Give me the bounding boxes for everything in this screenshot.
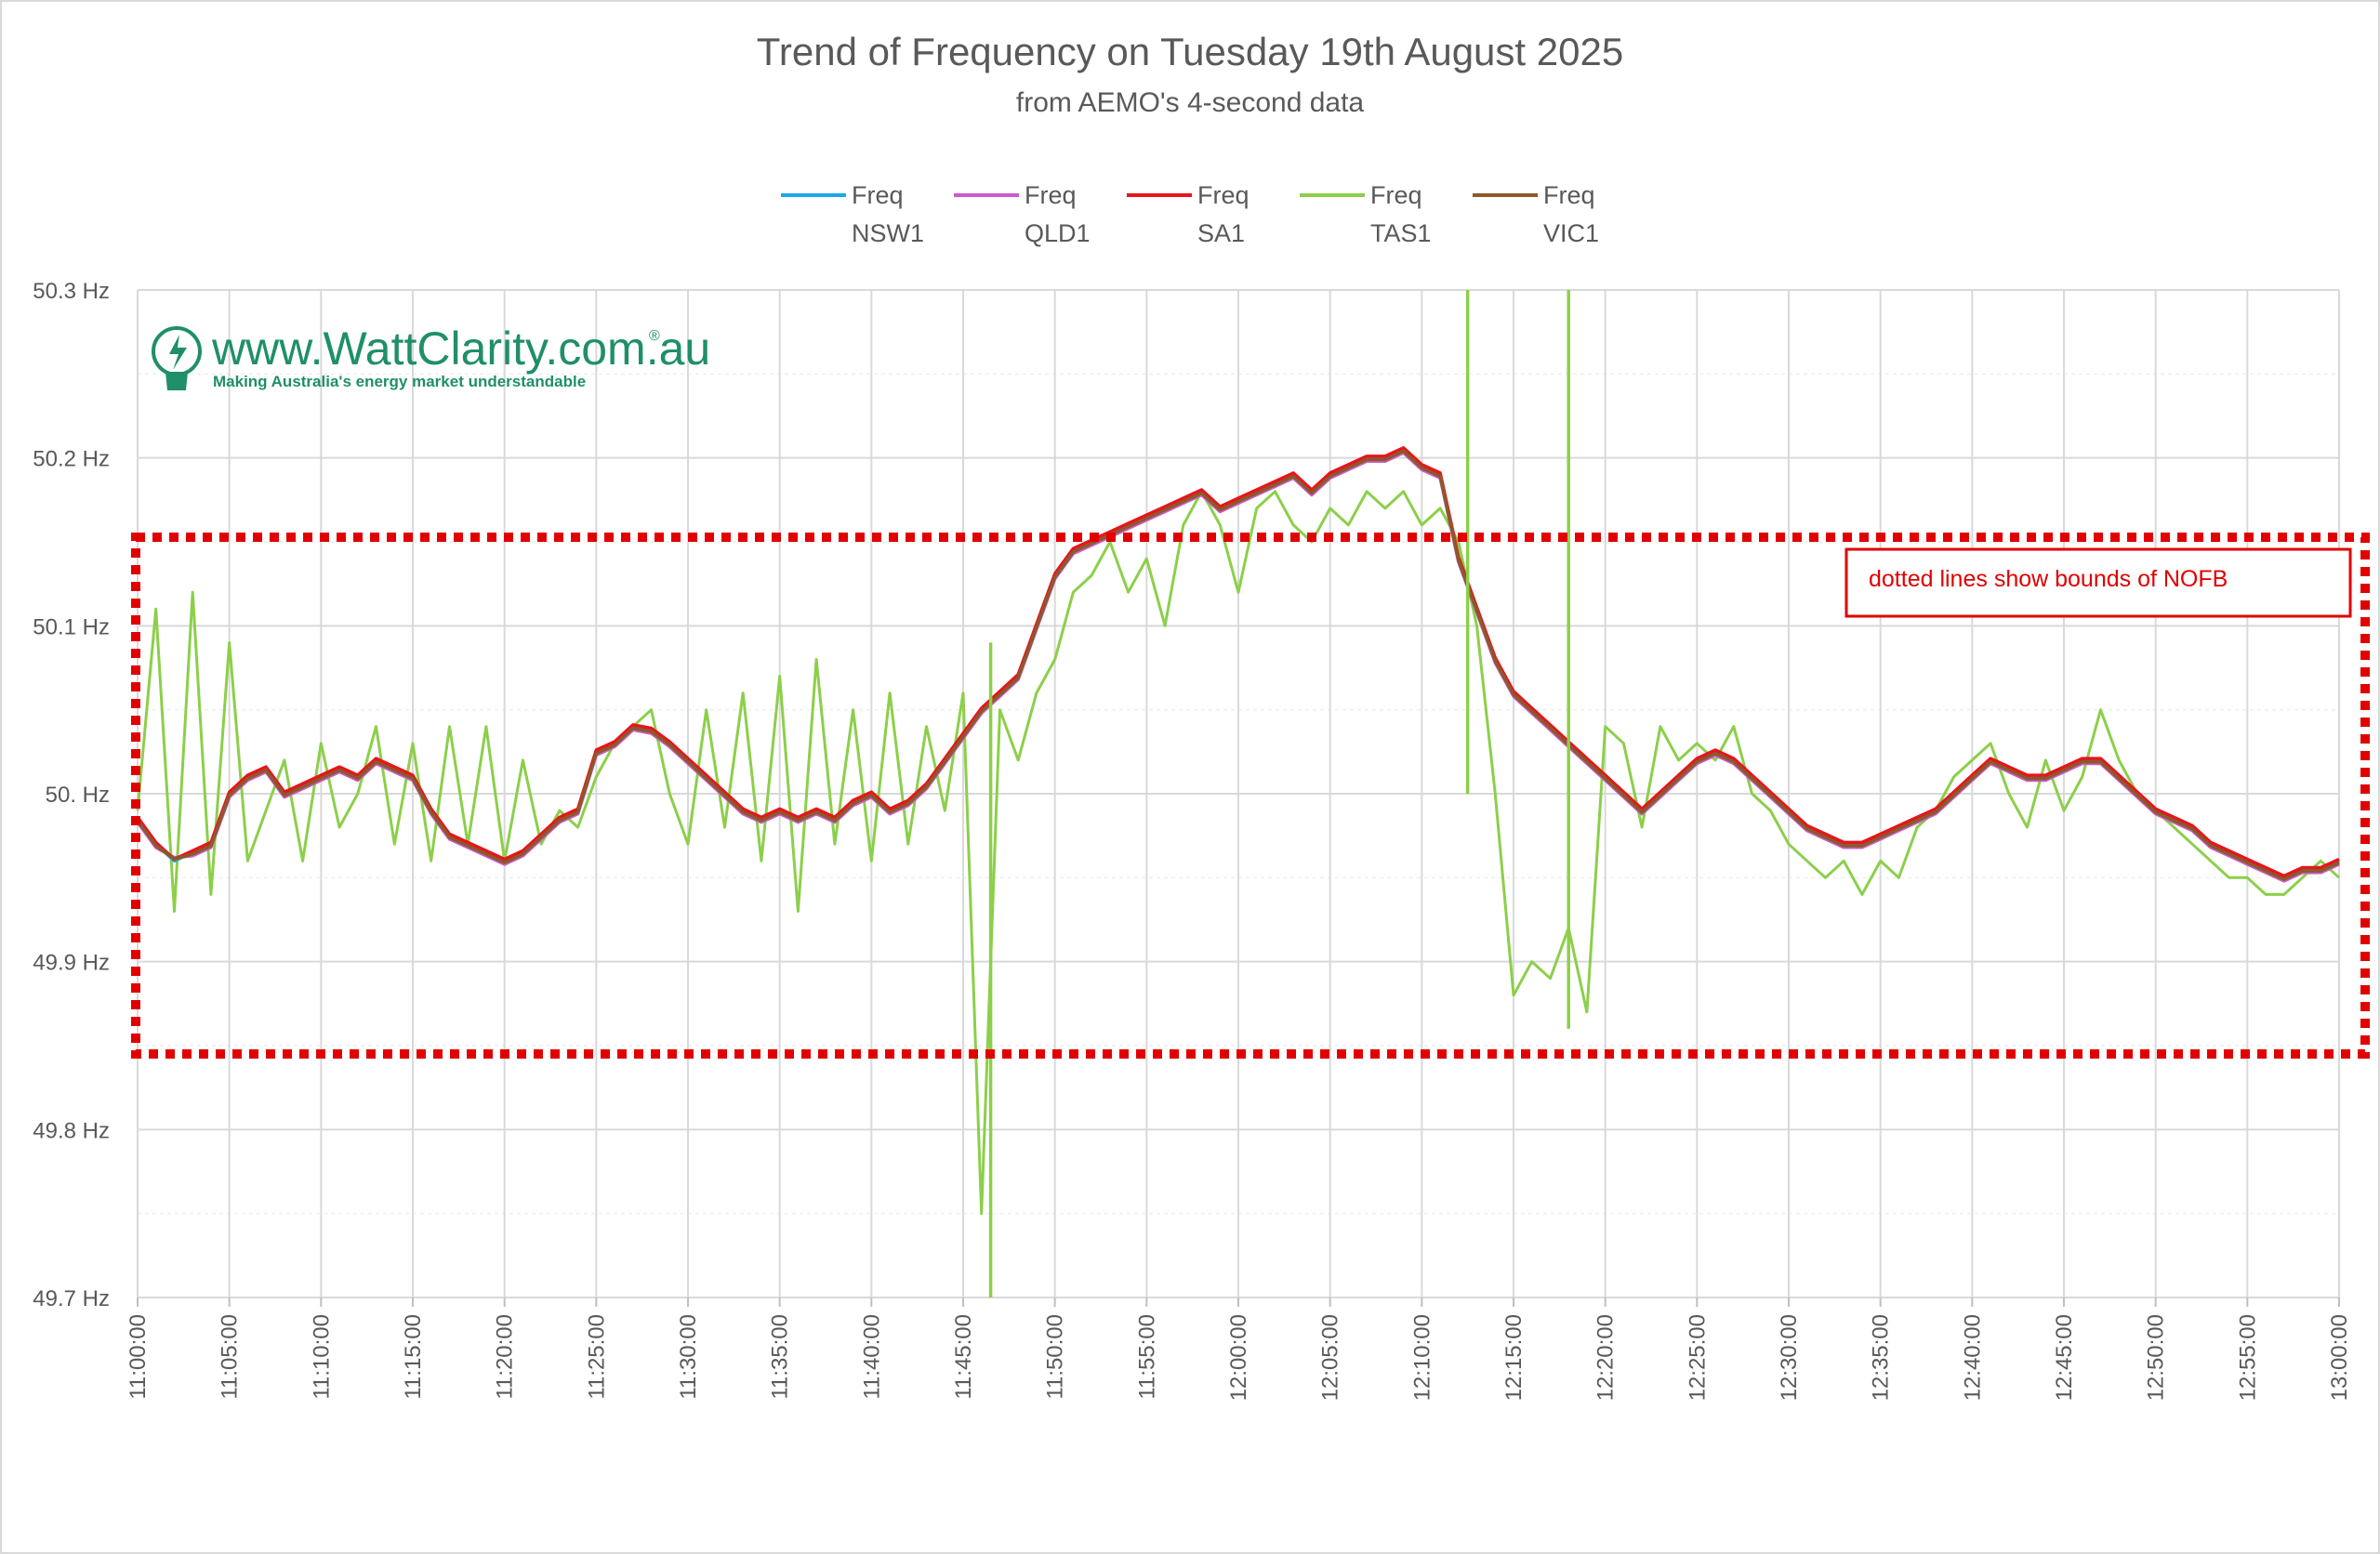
x-tick-label: 12:10:00	[1409, 1314, 1435, 1401]
x-tick-label: 12:40:00	[1960, 1314, 1985, 1401]
x-tick-label: 12:45:00	[2052, 1314, 2077, 1401]
logo-text: www.WattClarity.com.au	[211, 323, 710, 375]
legend-item-nsw1: Freq NSW1	[781, 181, 924, 247]
legend: Freq NSW1 Freq QLD1 Freq SA1 Freq TAS1 Freq VIC1	[781, 181, 1599, 247]
logo-tagline: Making Australia's energy market underst…	[213, 373, 586, 390]
series-lines	[136, 290, 2341, 1297]
legend-item-tas1: Freq TAS1	[1300, 181, 1432, 247]
x-tick-label: 13:00:00	[2327, 1314, 2352, 1401]
wattclarity-logo: www.WattClarity.com.au ® Making Australi…	[152, 323, 710, 390]
nofb-annotation-text: dotted lines show bounds of NOFB	[1869, 566, 2228, 592]
y-axis-ticks: 49.7 Hz 49.8 Hz 49.9 Hz 50. Hz 50.1 Hz 50.2 H…	[33, 279, 110, 1311]
legend-label: Freq	[1197, 181, 1250, 209]
x-tick-label: 11:30:00	[676, 1314, 701, 1400]
x-tick-label: 11:55:00	[1134, 1314, 1159, 1400]
legend-label: Freq	[852, 181, 904, 209]
x-tick-label: 12:25:00	[1685, 1314, 1710, 1401]
legend-region: TAS1	[1370, 219, 1432, 247]
series-line-sa1	[136, 446, 2340, 878]
x-tick-label: 12:50:00	[2144, 1314, 2169, 1401]
nofb-annotation-box	[1844, 547, 2352, 618]
y-tick-label: 49.9 Hz	[33, 951, 110, 976]
x-tick-label: 12:20:00	[1593, 1314, 1619, 1401]
logo-registered: ®	[649, 328, 660, 344]
x-tick-label: 11:10:00	[309, 1314, 334, 1400]
x-tick-label: 12:00:00	[1226, 1314, 1251, 1401]
legend-item-sa1: Freq SA1	[1127, 181, 1250, 247]
legend-label: Freq	[1370, 181, 1422, 209]
legend-item-vic1: Freq VIC1	[1473, 181, 1599, 247]
x-tick-label: 12:15:00	[1501, 1314, 1527, 1401]
x-tick-label: 11:45:00	[951, 1314, 976, 1400]
x-tick-label: 11:00:00	[126, 1314, 151, 1400]
x-tick-label: 12:35:00	[1869, 1314, 1894, 1401]
legend-region: NSW1	[852, 219, 924, 247]
chart-subtitle: from AEMO's 4-second data	[1016, 87, 1365, 118]
x-tick-label: 12:05:00	[1318, 1314, 1343, 1401]
y-tick-label: 50.2 Hz	[33, 447, 110, 472]
y-tick-label: 50. Hz	[46, 783, 110, 808]
x-tick-label: 11:40:00	[859, 1314, 884, 1400]
y-tick-label: 50.1 Hz	[33, 614, 110, 639]
legend-item-qld1: Freq QLD1	[954, 181, 1091, 247]
chart-title: Trend of Frequency on Tuesday 19th Augus…	[757, 30, 1623, 73]
legend-region: QLD1	[1025, 219, 1091, 247]
x-tick-label: 11:35:00	[768, 1314, 793, 1400]
legend-label: Freq	[1543, 181, 1595, 209]
x-tick-label: 11:15:00	[401, 1314, 426, 1400]
y-tick-label: 49.8 Hz	[33, 1118, 110, 1143]
y-tick-label: 49.7 Hz	[33, 1286, 110, 1311]
legend-region: SA1	[1197, 219, 1245, 247]
x-tick-label: 11:25:00	[584, 1314, 609, 1400]
legend-region: VIC1	[1543, 219, 1599, 247]
x-tick-label: 12:55:00	[2235, 1314, 2260, 1401]
x-tick-label: 11:20:00	[493, 1314, 518, 1400]
legend-label: Freq	[1025, 181, 1077, 209]
x-tick-label: 12:30:00	[1777, 1314, 1802, 1401]
x-tick-label: 11:05:00	[218, 1314, 243, 1400]
y-tick-label: 50.3 Hz	[33, 279, 110, 304]
x-tick-label: 11:50:00	[1043, 1314, 1068, 1400]
lightbulb-icon	[152, 326, 202, 390]
x-axis-ticks: 11:00:00 11:05:00 11:10:00 11:15:00 11:20:00…	[126, 1297, 2352, 1401]
series-line-vic1	[136, 449, 2340, 881]
